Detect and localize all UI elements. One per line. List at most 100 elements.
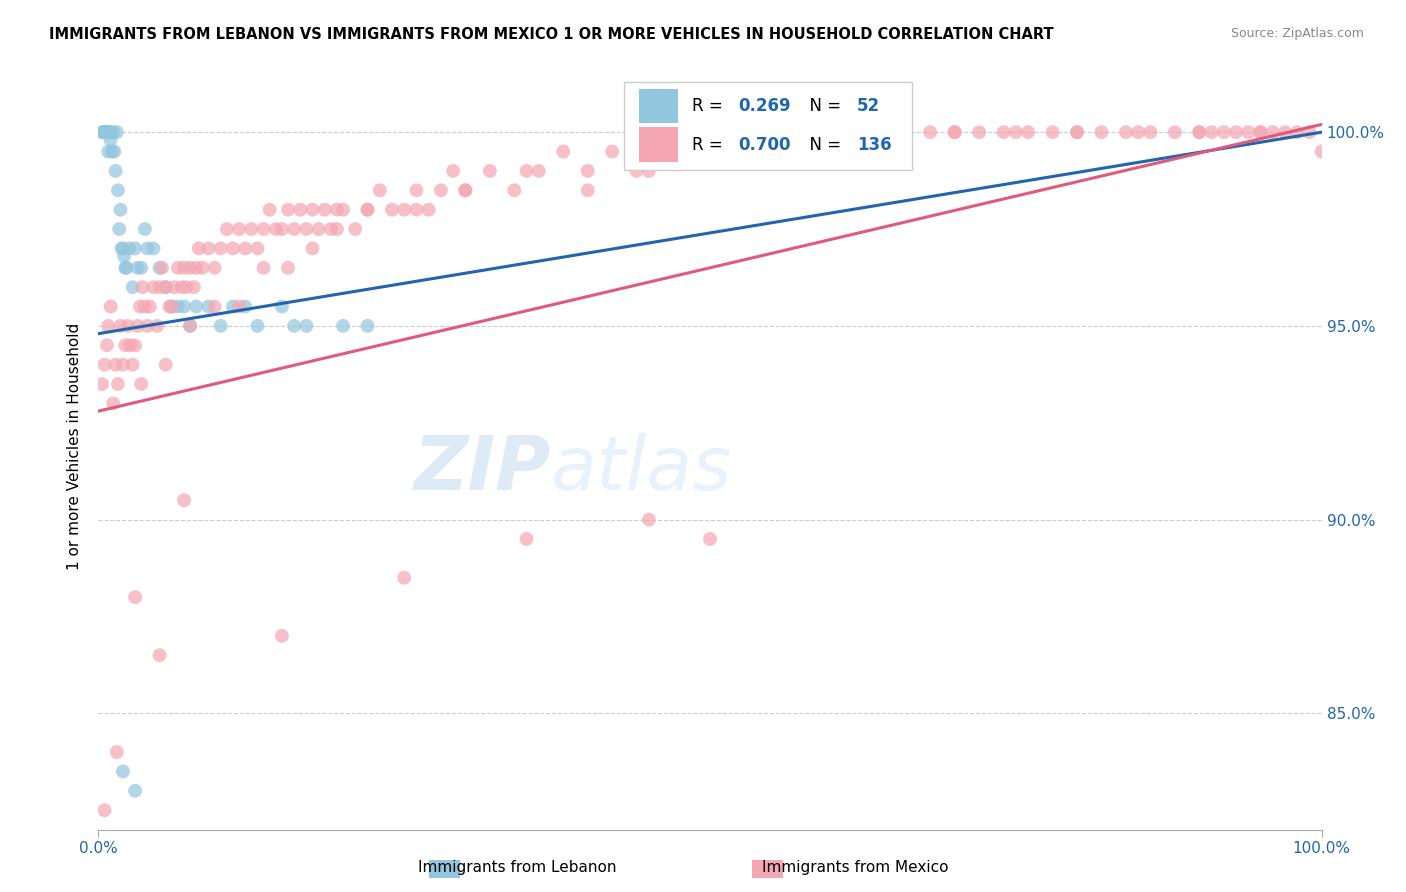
Point bbox=[186, 260, 208, 275]
Point bbox=[516, 532, 538, 546]
Point bbox=[96, 338, 118, 352]
Point bbox=[103, 145, 125, 159]
Point bbox=[675, 125, 697, 139]
Point bbox=[1237, 125, 1260, 139]
Point bbox=[204, 260, 226, 275]
Point bbox=[101, 125, 124, 139]
Point bbox=[748, 145, 770, 159]
Point bbox=[277, 260, 299, 275]
Text: N =: N = bbox=[800, 136, 846, 153]
Point bbox=[100, 300, 122, 314]
Point bbox=[454, 183, 477, 197]
Point bbox=[478, 164, 501, 178]
Point bbox=[993, 125, 1015, 139]
Point bbox=[1274, 125, 1296, 139]
Point bbox=[308, 222, 330, 236]
Point bbox=[1298, 125, 1320, 139]
Point bbox=[527, 164, 550, 178]
Point bbox=[120, 338, 142, 352]
Point bbox=[761, 145, 783, 159]
Point bbox=[101, 396, 124, 410]
Point bbox=[441, 164, 464, 178]
Text: ZIP: ZIP bbox=[413, 433, 551, 506]
Point bbox=[197, 241, 219, 255]
Point bbox=[179, 260, 201, 275]
Point bbox=[149, 280, 172, 294]
Point bbox=[91, 377, 114, 392]
Point bbox=[301, 202, 323, 217]
Point bbox=[883, 125, 905, 139]
Point bbox=[187, 241, 209, 255]
Point bbox=[127, 260, 149, 275]
Point bbox=[155, 280, 177, 294]
Point bbox=[160, 300, 183, 314]
Point bbox=[121, 358, 143, 372]
Point bbox=[270, 300, 294, 314]
Point bbox=[173, 493, 195, 508]
Point bbox=[1017, 125, 1039, 139]
Point bbox=[97, 145, 120, 159]
Text: Source: ZipAtlas.com: Source: ZipAtlas.com bbox=[1230, 27, 1364, 40]
Point bbox=[150, 260, 173, 275]
Point bbox=[699, 125, 721, 139]
FancyBboxPatch shape bbox=[624, 81, 912, 169]
Point bbox=[1286, 125, 1309, 139]
Point bbox=[114, 338, 136, 352]
Point bbox=[1250, 125, 1272, 139]
Point bbox=[117, 318, 139, 333]
Y-axis label: 1 or more Vehicles in Household: 1 or more Vehicles in Household bbox=[67, 322, 83, 570]
Point bbox=[344, 222, 367, 236]
Point bbox=[96, 125, 118, 139]
Point bbox=[167, 260, 190, 275]
Point bbox=[637, 164, 661, 178]
Point bbox=[356, 318, 378, 333]
Point bbox=[1066, 125, 1088, 139]
Point bbox=[418, 202, 440, 217]
Point bbox=[516, 164, 538, 178]
Point bbox=[283, 318, 305, 333]
Point bbox=[1004, 125, 1026, 139]
Text: R =: R = bbox=[692, 97, 728, 115]
Point bbox=[283, 222, 305, 236]
Point bbox=[176, 280, 198, 294]
Point bbox=[576, 164, 599, 178]
Point bbox=[142, 241, 165, 255]
Point bbox=[104, 164, 127, 178]
Point bbox=[170, 280, 193, 294]
Point bbox=[197, 300, 219, 314]
Point bbox=[1225, 125, 1247, 139]
Point bbox=[115, 260, 138, 275]
Text: 136: 136 bbox=[856, 136, 891, 153]
Point bbox=[368, 183, 391, 197]
Point bbox=[110, 202, 132, 217]
Point bbox=[91, 125, 114, 139]
Point bbox=[314, 202, 336, 217]
Point bbox=[821, 125, 844, 139]
Point bbox=[723, 145, 745, 159]
Point bbox=[118, 241, 141, 255]
Point bbox=[246, 318, 269, 333]
Point bbox=[228, 300, 250, 314]
Point bbox=[454, 183, 477, 197]
Point bbox=[626, 164, 648, 178]
Point bbox=[943, 125, 966, 139]
Point bbox=[134, 222, 156, 236]
Point bbox=[1261, 125, 1284, 139]
Point bbox=[91, 125, 114, 139]
Point bbox=[142, 280, 165, 294]
Point bbox=[392, 202, 416, 217]
Point bbox=[259, 202, 281, 217]
Point bbox=[139, 300, 162, 314]
Point bbox=[1066, 125, 1088, 139]
Point bbox=[233, 300, 256, 314]
Point bbox=[295, 222, 318, 236]
Point bbox=[93, 358, 115, 372]
Point bbox=[97, 318, 120, 333]
Point bbox=[222, 300, 245, 314]
Point bbox=[845, 145, 868, 159]
Point bbox=[405, 183, 427, 197]
Point bbox=[97, 125, 120, 139]
Point bbox=[270, 629, 294, 643]
Point bbox=[93, 125, 115, 139]
Point bbox=[1164, 125, 1187, 139]
